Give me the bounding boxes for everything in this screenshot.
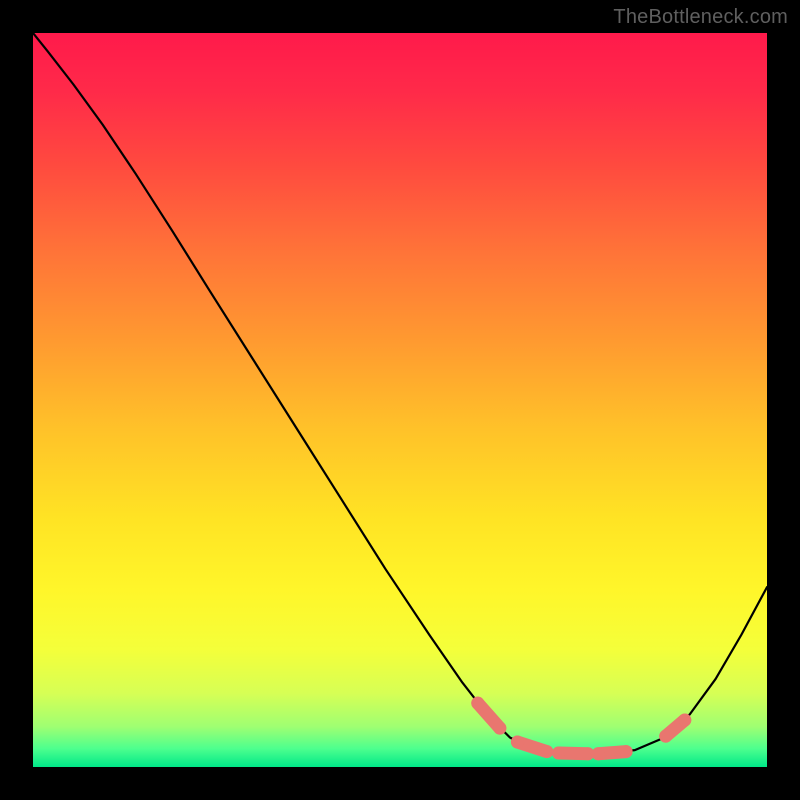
marker-dot [511,736,524,749]
marker-dot [659,730,672,743]
marker-dot [540,745,553,758]
chart-container: TheBottleneck.com [0,0,800,800]
chart-svg [33,33,767,767]
bottleneck-curve [33,33,767,754]
attribution-label: TheBottleneck.com [613,6,788,29]
marker-dot [678,714,691,727]
marker-dot [552,747,565,760]
marker-dot [592,747,605,760]
plot-inner [33,33,767,767]
plot-frame [33,33,767,767]
marker-dot [620,745,633,758]
marker-dot [471,697,484,710]
marker-dot [493,722,506,735]
